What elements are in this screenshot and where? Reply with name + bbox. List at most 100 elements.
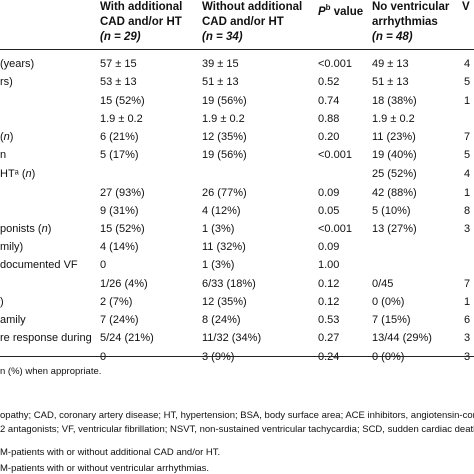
without-cad-ht-value: 19 (56%) bbox=[202, 95, 247, 107]
p-superscript: b bbox=[325, 3, 331, 12]
with-cad-ht-value: 0 bbox=[100, 259, 107, 271]
table-row: 0 3 (9%) 0.24 0 (0%) 3 bbox=[0, 348, 474, 366]
col-header-line: V bbox=[462, 1, 470, 13]
with-cad-ht-value: 7 (24%) bbox=[100, 314, 139, 326]
without-cad-ht-value: 39 ± 15 bbox=[202, 58, 239, 70]
partial-col-value: 1 bbox=[464, 187, 471, 199]
p-value: 0.74 bbox=[318, 95, 340, 107]
p-value: 1.00 bbox=[318, 259, 340, 271]
partial-col-value: 7 bbox=[464, 278, 471, 290]
partial-col-value: 3 bbox=[464, 351, 471, 363]
with-cad-ht-value: 2 (7%) bbox=[100, 296, 133, 308]
no-arrhythmia-value: 1.9 ± 0.2 bbox=[372, 113, 415, 125]
table-row: (years) 57 ± 15 39 ± 15 <0.001 49 ± 13 4 bbox=[0, 55, 474, 73]
col-header-line: CAD and/or HT bbox=[202, 16, 284, 28]
row-label: n bbox=[0, 149, 7, 161]
with-cad-ht-value: 9 (31%) bbox=[100, 205, 139, 217]
with-cad-ht-value: 1/26 (4%) bbox=[100, 278, 148, 290]
partial-col-value: 5 bbox=[464, 149, 471, 161]
without-cad-ht-value: 12 (35%) bbox=[202, 296, 247, 308]
col-header-no-arrhythmias: No ventricular arrhythmias (n = 48) bbox=[372, 0, 449, 45]
p-value-text: value bbox=[330, 5, 364, 18]
without-cad-ht-value: 12 (35%) bbox=[202, 131, 247, 143]
no-arrhythmia-value: 25 (52%) bbox=[372, 168, 417, 180]
col-header-line: Without additional bbox=[202, 1, 303, 13]
table-row: re response during 5/24 (21%) 11/32 (34%) 0… bbox=[0, 329, 474, 347]
with-cad-ht-value: 1.9 ± 0.2 bbox=[100, 113, 143, 125]
without-cad-ht-value: 6/33 (18%) bbox=[202, 278, 256, 290]
with-cad-ht-value: 0 bbox=[100, 351, 107, 363]
without-cad-ht-value: 11 (32%) bbox=[202, 241, 246, 253]
table-row: ) 2 (7%) 12 (35%) 0.12 0 (0%) 1 bbox=[0, 293, 474, 311]
row-label: (years) bbox=[0, 58, 35, 70]
col-header-with-cad-ht: With additional CAD and/or HT (n = 29) bbox=[100, 0, 182, 45]
without-cad-ht-value: 1 (3%) bbox=[202, 259, 235, 271]
col-header-n: (n = 34) bbox=[202, 31, 243, 43]
table-row: amily 7 (24%) 8 (24%) 0.53 7 (15%) 6 bbox=[0, 311, 474, 329]
partial-col-value: 7 bbox=[464, 131, 471, 143]
p-value: 0.09 bbox=[318, 241, 340, 253]
col-header-n: (n = 29) bbox=[100, 31, 141, 43]
p-value: <0.001 bbox=[318, 149, 352, 161]
no-arrhythmia-value: 51 ± 13 bbox=[372, 76, 409, 88]
with-cad-ht-value: 15 (52%) bbox=[100, 223, 145, 235]
partial-col-value: 4 bbox=[464, 58, 471, 70]
without-cad-ht-value: 1.9 ± 0.2 bbox=[202, 113, 245, 125]
no-arrhythmia-value: 0 (0%) bbox=[372, 351, 405, 363]
partial-col-value: 1 bbox=[464, 296, 471, 308]
no-arrhythmia-value: 11 (23%) bbox=[372, 131, 416, 143]
col-header-p-value: Pb value bbox=[318, 0, 363, 20]
no-arrhythmia-value: 0 (0%) bbox=[372, 296, 405, 308]
p-value: 0.05 bbox=[318, 205, 340, 217]
no-arrhythmia-value: 42 (88%) bbox=[372, 187, 417, 199]
with-cad-ht-value: 5/24 (21%) bbox=[100, 332, 154, 344]
table-row: HTᵃ (n) 25 (52%) 4 bbox=[0, 165, 474, 183]
table-row: ponists (n) 15 (52%) 1 (3%) <0.001 13 (27%) 3 bbox=[0, 220, 474, 238]
col-header-line: No ventricular bbox=[372, 1, 450, 13]
row-label: documented VF bbox=[0, 259, 78, 271]
no-arrhythmia-value: 7 (15%) bbox=[372, 314, 411, 326]
p-value: 0.20 bbox=[318, 131, 340, 143]
with-cad-ht-value: 4 (14%) bbox=[100, 241, 139, 253]
no-arrhythmia-value: 0/45 bbox=[372, 278, 394, 290]
row-label: ponists (n) bbox=[0, 223, 52, 235]
p-symbol: P bbox=[318, 5, 326, 18]
row-label: ) bbox=[0, 296, 4, 308]
without-cad-ht-value: 26 (77%) bbox=[202, 187, 247, 199]
partial-col-value: 1 bbox=[464, 95, 471, 107]
without-cad-ht-value: 11/32 (34%) bbox=[202, 332, 262, 344]
footnote: opathy; CAD, coronary artery disease; HT… bbox=[0, 410, 474, 421]
no-arrhythmia-value: 13/44 (29%) bbox=[372, 332, 432, 344]
without-cad-ht-value: 19 (56%) bbox=[202, 149, 247, 161]
no-arrhythmia-value: 13 (27%) bbox=[372, 223, 417, 235]
col-header-without-cad-ht: Without additional CAD and/or HT (n = 34… bbox=[202, 0, 302, 45]
without-cad-ht-value: 51 ± 13 bbox=[202, 76, 239, 88]
footnote: M-patients with or without additional CA… bbox=[0, 447, 221, 458]
no-arrhythmia-value: 49 ± 13 bbox=[372, 58, 409, 70]
with-cad-ht-value: 15 (52%) bbox=[100, 95, 145, 107]
p-value: 0.24 bbox=[318, 351, 340, 363]
partial-col-value: 3 bbox=[464, 332, 471, 344]
table-row: 1.9 ± 0.2 1.9 ± 0.2 0.88 1.9 ± 0.2 bbox=[0, 110, 474, 128]
table-row: 1/26 (4%) 6/33 (18%) 0.12 0/45 7 bbox=[0, 275, 474, 293]
with-cad-ht-value: 5 (17%) bbox=[100, 149, 139, 161]
row-label: mily) bbox=[0, 241, 24, 253]
header-rule bbox=[0, 49, 474, 50]
p-value: 0.12 bbox=[318, 296, 340, 308]
without-cad-ht-value: 3 (9%) bbox=[202, 351, 235, 363]
table-row: (n) 6 (21%) 12 (35%) 0.20 11 (23%) 7 bbox=[0, 128, 474, 146]
table-row: 9 (31%) 4 (12%) 0.05 5 (10%) 8 bbox=[0, 202, 474, 220]
table-row: n 5 (17%) 19 (56%) <0.001 19 (40%) 5 bbox=[0, 146, 474, 164]
no-arrhythmia-value: 5 (10%) bbox=[372, 205, 411, 217]
p-value: <0.001 bbox=[318, 58, 352, 70]
p-value: 0.88 bbox=[318, 113, 340, 125]
p-value: 0.52 bbox=[318, 76, 340, 88]
footnote: n (%) when appropriate. bbox=[0, 366, 102, 377]
partial-col-value: 5 bbox=[464, 76, 471, 88]
with-cad-ht-value: 53 ± 13 bbox=[100, 76, 137, 88]
row-label: re response during bbox=[0, 332, 92, 344]
p-value: 0.53 bbox=[318, 314, 340, 326]
col-header-line: CAD and/or HT bbox=[100, 16, 182, 28]
table-row: 15 (52%) 19 (56%) 0.74 18 (38%) 1 bbox=[0, 92, 474, 110]
